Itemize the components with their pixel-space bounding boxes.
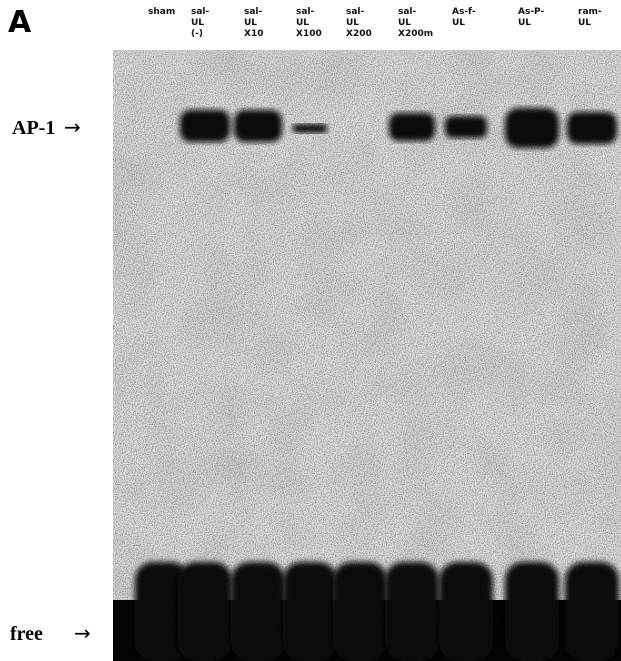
lane-label: As-P- [518, 7, 544, 17]
free-arrow: → [74, 621, 91, 645]
lane-label: X10 [244, 29, 263, 39]
panel-label: A [8, 5, 32, 40]
lane-label: sal- [191, 7, 210, 17]
ap1-label: AP-1 [12, 117, 55, 139]
lane-label: sham [148, 7, 175, 17]
lane-label: UL [452, 18, 465, 28]
lane-label: sal- [398, 7, 417, 17]
lane-label: UL [518, 18, 531, 28]
lane-label: UL [398, 18, 411, 28]
lane-label: X200m [398, 29, 433, 39]
lane-label: UL [296, 18, 309, 28]
lane-labels: sham sal-UL(-)sal-ULX10sal-ULX100sal-ULX2… [148, 7, 602, 39]
lane-label: UL [346, 18, 359, 28]
lane-label: sal- [244, 7, 263, 17]
lane-label: As-f- [452, 7, 476, 17]
free-label: free [10, 623, 43, 645]
lane-label: sal- [296, 7, 315, 17]
gel-grain [113, 50, 621, 661]
lane-label: X200 [346, 29, 372, 39]
lane-label: X100 [296, 29, 322, 39]
lane-label: ram- [578, 7, 602, 17]
lane-label: UL [578, 18, 591, 28]
lane-label: sal- [346, 7, 365, 17]
ap1-arrow: → [64, 115, 81, 139]
lane-label: UL [191, 18, 204, 28]
lane-label: UL [244, 18, 257, 28]
lane-label: (-) [191, 29, 203, 39]
